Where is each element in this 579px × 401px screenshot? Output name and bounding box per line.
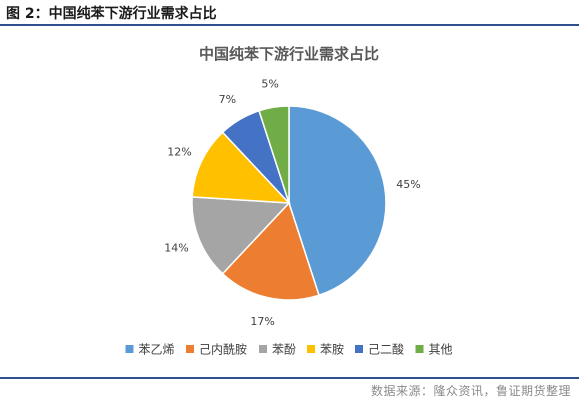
pie-slice-2 bbox=[221, 201, 320, 301]
data-label-4: 12% bbox=[167, 146, 191, 159]
data-label-6: 5% bbox=[261, 78, 278, 91]
legend-swatch-2 bbox=[186, 345, 194, 353]
source-note: 数据来源：隆众资讯，鲁证期货整理 bbox=[370, 384, 571, 398]
pie-slices bbox=[191, 105, 387, 301]
data-label-1: 45% bbox=[396, 178, 420, 191]
legend-swatch-4 bbox=[307, 345, 315, 353]
legend-swatch-1 bbox=[125, 345, 134, 353]
data-labels: 45% 17% 14% 12% 7% 5% bbox=[164, 78, 420, 329]
chart-title: 中国纯苯下游行业需求占比 bbox=[199, 45, 379, 63]
pie-slice-3 bbox=[191, 196, 291, 275]
legend-label-6: 其他 bbox=[429, 343, 453, 357]
legend-label-5: 己二酸 bbox=[368, 342, 404, 357]
pie-slice-1 bbox=[288, 105, 387, 297]
data-label-5: 7% bbox=[219, 93, 236, 106]
top-rule bbox=[0, 24, 579, 26]
pie-slice-6 bbox=[258, 105, 290, 204]
figure-header: 图 2：中国纯苯下游行业需求占比 bbox=[0, 0, 579, 26]
chart-legend: 苯乙烯 己内酰胺 苯酚 苯胺 己二酸 其他 bbox=[125, 342, 453, 357]
pie-chart: 中国纯苯下游行业需求占比 45%17%14%12%7%5% 苯乙烯 己内酰胺 苯酚苯… bbox=[125, 45, 453, 357]
legend-label-1: 苯乙烯 bbox=[139, 343, 175, 357]
legend-swatch-5 bbox=[355, 345, 363, 353]
data-label-2: 17% bbox=[250, 315, 274, 328]
legend-swatch-6 bbox=[415, 345, 424, 353]
legend-label-2: 己内酰胺 bbox=[199, 343, 247, 357]
data-label-3: 14% bbox=[164, 242, 188, 255]
legend-swatch-3 bbox=[259, 345, 267, 353]
pie-slice-4 bbox=[191, 131, 291, 204]
chart-area: 中国纯苯下游行业需求占比 45% 17% 14% 12% 7% 5% 苯乙烯 己内酰胺 苯酚苯… bbox=[1, 27, 578, 373]
bottom-rule bbox=[0, 377, 579, 379]
figure-caption: 图 2：中国纯苯下游行业需求占比 bbox=[6, 6, 217, 22]
legend-label-3: 苯酚 bbox=[272, 343, 296, 357]
legend-label-4: 苯胺 bbox=[320, 343, 344, 357]
